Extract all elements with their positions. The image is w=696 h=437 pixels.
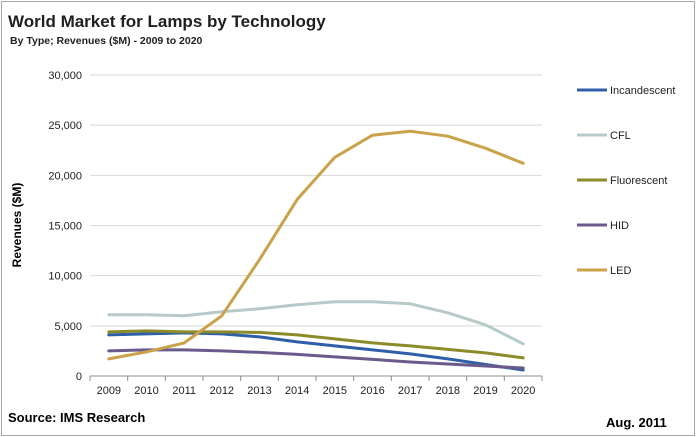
series-line-led xyxy=(107,129,525,361)
legend-label: LED xyxy=(610,265,631,277)
y-axis-label: Revenues ($M) xyxy=(10,183,24,268)
x-tick-label: 2013 xyxy=(247,385,271,397)
legend-label: CFL xyxy=(610,130,631,142)
legend-label: HID xyxy=(610,220,629,232)
y-tick-label: 30,000 xyxy=(48,70,82,82)
y-axis-ticks: 0 5,000 10,000 15,000 20,000 25,000 30,000 xyxy=(48,70,82,383)
y-tick-label: 15,000 xyxy=(48,221,82,233)
legend: Incandescent CFL Fluorescent HID LED xyxy=(577,85,675,277)
y-tick-label: 25,000 xyxy=(48,120,82,132)
series-line-cfl xyxy=(107,300,525,346)
source-note: Source: IMS Research xyxy=(8,410,146,425)
x-tick-label: 2009 xyxy=(97,385,121,397)
y-tick-label: 5,000 xyxy=(54,321,82,333)
x-tick-label: 2011 xyxy=(172,385,196,397)
chart-subtitle: By Type; Revenues ($M) - 2009 to 2020 xyxy=(10,35,203,47)
x-axis: 2009 2010 2011 2012 2013 2014 2015 2016 2017 2018… xyxy=(89,375,543,397)
y-tick-label: 0 xyxy=(76,371,82,383)
x-tick-label: 2017 xyxy=(398,385,422,397)
x-tick-label: 2010 xyxy=(134,385,158,397)
y-tick-label: 10,000 xyxy=(48,271,82,283)
x-tick-label: 2016 xyxy=(360,385,384,397)
x-tick-label: 2019 xyxy=(473,385,497,397)
x-tick-label: 2015 xyxy=(323,385,347,397)
series-lines xyxy=(107,129,525,372)
series-line-fluorescent xyxy=(107,329,525,360)
grid-lines xyxy=(90,74,542,327)
y-tick-label: 20,000 xyxy=(48,170,82,182)
date-note: Aug. 2011 xyxy=(606,415,667,430)
legend-label: Fluorescent xyxy=(610,175,667,187)
series-line-hid xyxy=(107,348,525,370)
chart-title: World Market for Lamps by Technology xyxy=(8,12,326,31)
x-tick-label: 2018 xyxy=(436,385,460,397)
x-tick-label: 2012 xyxy=(210,385,234,397)
x-tick-label: 2014 xyxy=(285,385,309,397)
x-tick-label: 2020 xyxy=(511,385,535,397)
legend-label: Incandescent xyxy=(610,85,675,97)
